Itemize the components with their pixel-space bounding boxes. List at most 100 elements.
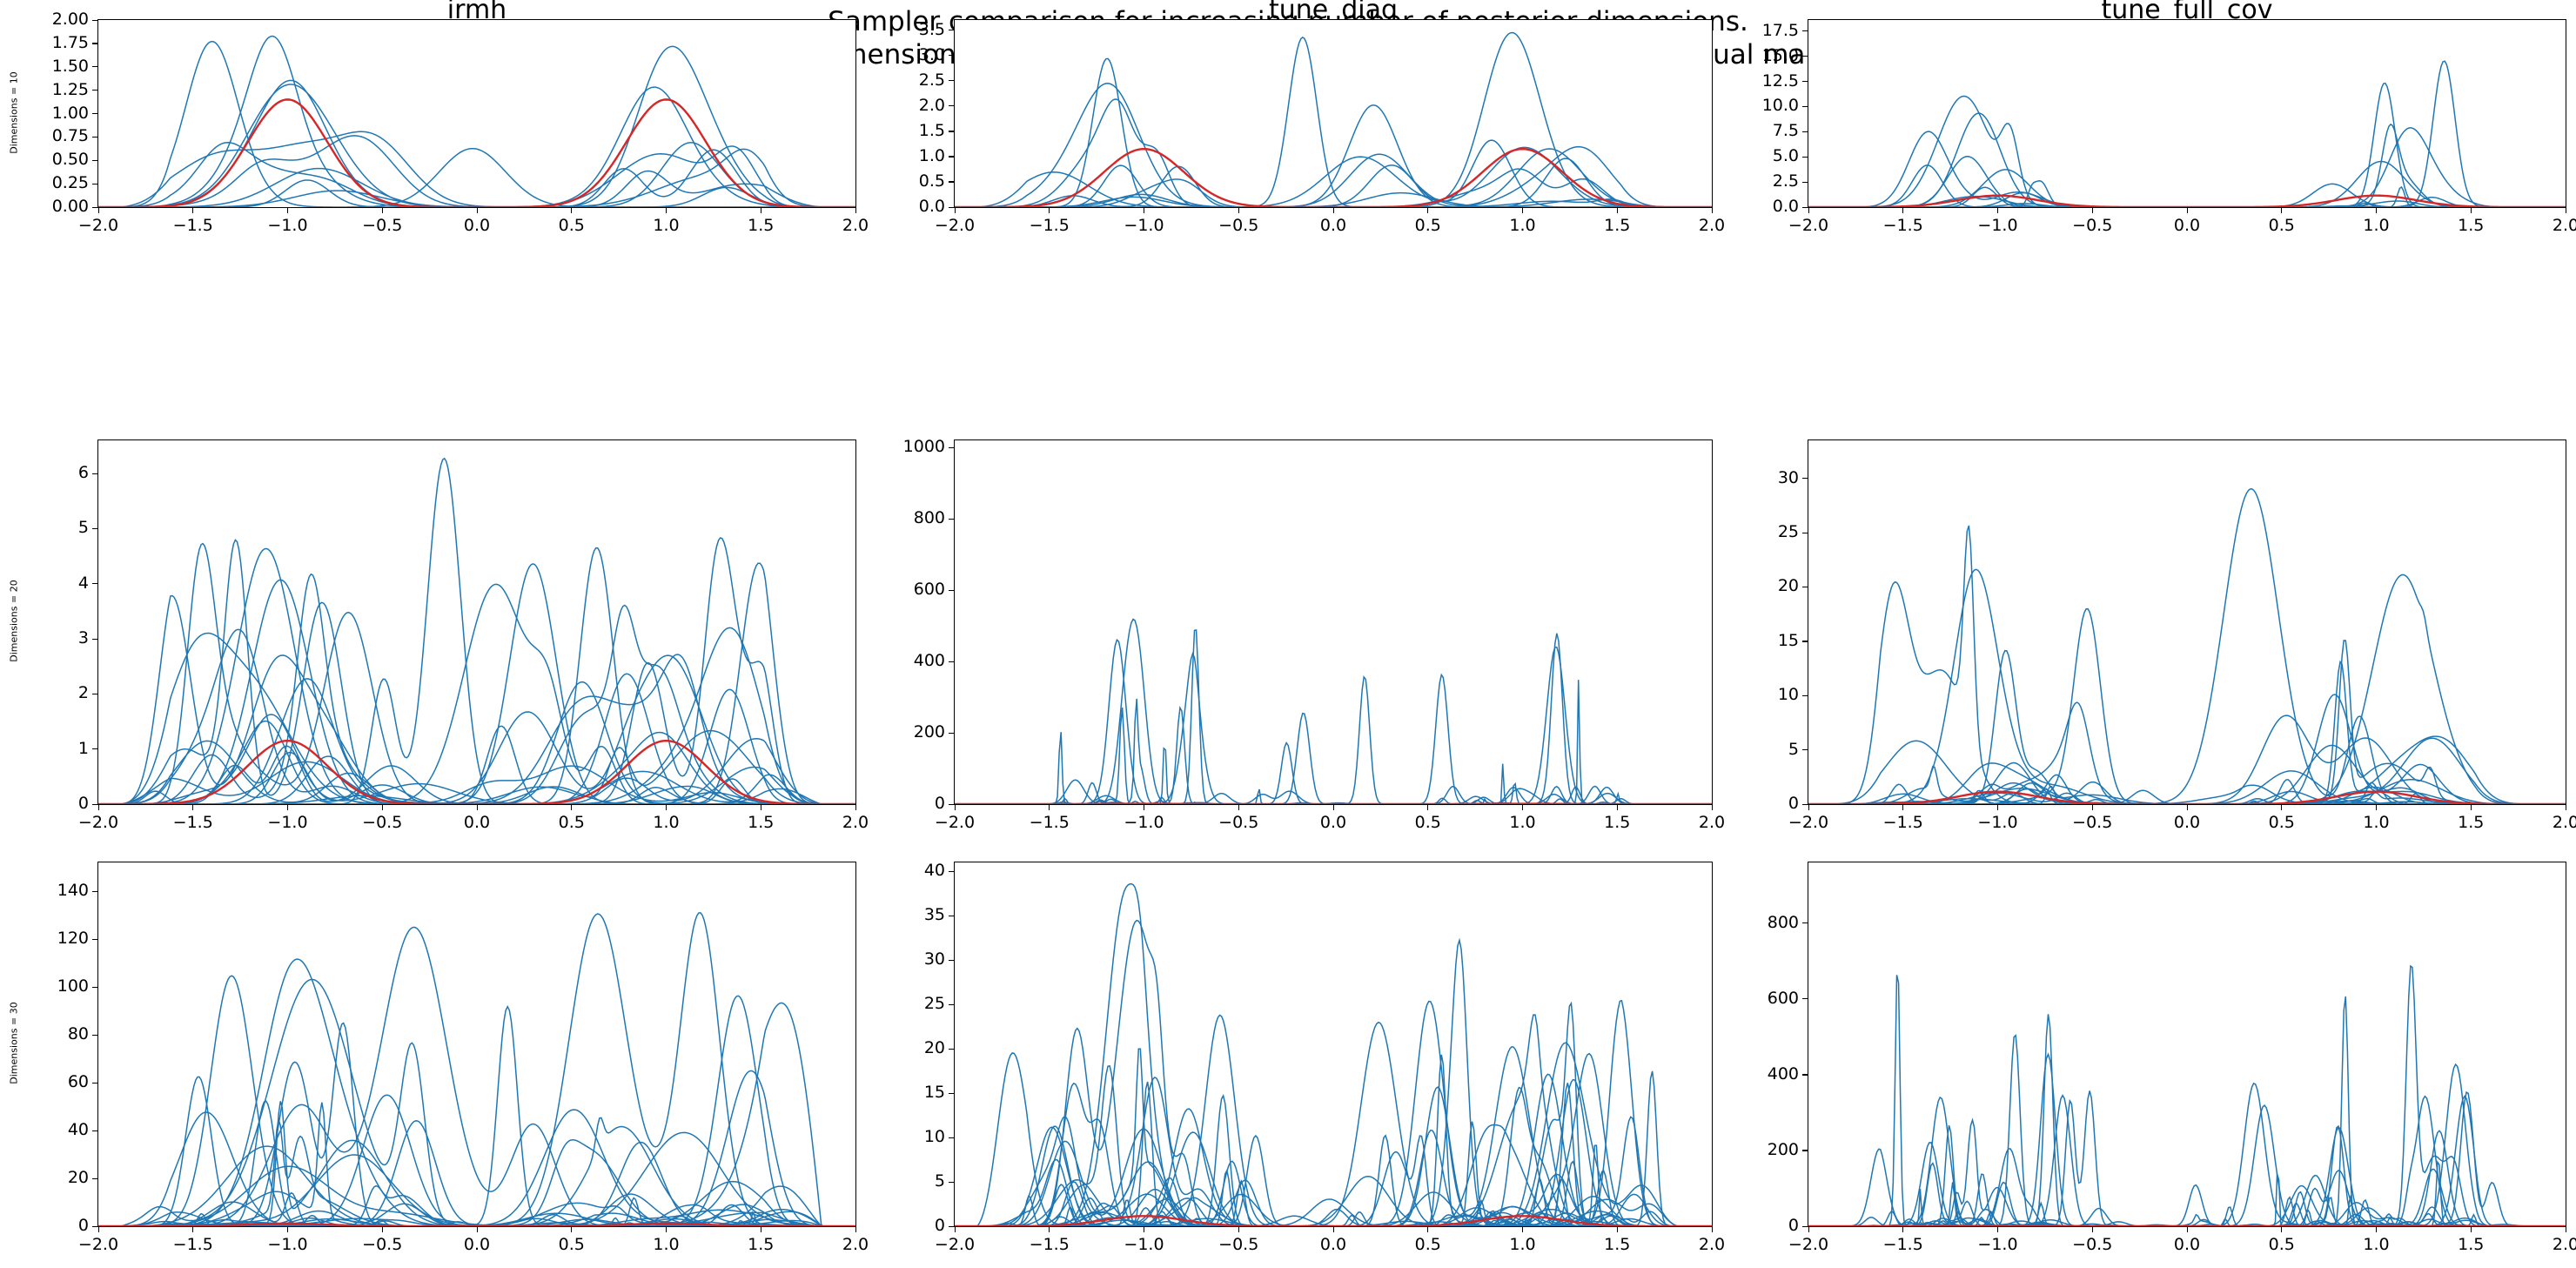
y-tick-label: 10.0 — [1761, 96, 1799, 116]
axes-frame — [954, 439, 1713, 805]
sample-density-curve — [1808, 196, 2566, 207]
x-tick-label: −1.5 — [1029, 813, 1070, 832]
sample-density-curve — [955, 1000, 1712, 1226]
x-tick-label: 1.5 — [1604, 216, 1631, 235]
plot-area — [955, 31, 1712, 207]
x-tick-label: −2.0 — [77, 216, 119, 235]
x-tick-label: 0.0 — [1319, 813, 1347, 832]
sample-density-curve — [955, 1042, 1712, 1226]
sample-density-curve — [98, 40, 855, 207]
y-tick-mark — [92, 1082, 97, 1084]
x-tick-mark — [1332, 208, 1334, 213]
x-tick-mark — [1711, 1227, 1713, 1232]
plot-area — [955, 882, 1712, 1226]
x-tick-label: 0.5 — [1414, 1235, 1441, 1254]
sample-density-curve — [955, 652, 1712, 804]
x-tick-mark — [1902, 805, 1904, 810]
x-tick-label: −2.0 — [934, 1235, 976, 1254]
y-tick-label: 200 — [913, 722, 945, 742]
y-tick-mark — [949, 1137, 954, 1138]
sample-density-curve — [98, 562, 855, 804]
x-tick-label: −0.5 — [2072, 216, 2113, 235]
x-tick-label: −1.0 — [1124, 813, 1164, 832]
x-tick-mark — [1238, 1227, 1239, 1232]
y-tick-label: 15 — [1777, 630, 1799, 650]
y-tick-label: 800 — [1767, 912, 1799, 932]
x-tick-mark — [1616, 805, 1618, 810]
y-tick-label: 0.0 — [1772, 197, 1799, 216]
x-tick-mark — [2091, 208, 2093, 213]
sample-density-curve — [1808, 156, 2566, 207]
y-tick-label: 0 — [77, 1216, 89, 1235]
y-tick-mark — [949, 803, 954, 805]
y-tick-mark — [1802, 998, 1808, 1000]
sample-density-curve — [1808, 1148, 2566, 1226]
y-tick-mark — [949, 1048, 954, 1050]
x-tick-label: −1.5 — [1882, 813, 1923, 832]
marginal-distribution-curve — [98, 98, 855, 207]
y-tick-mark — [92, 66, 97, 68]
x-tick-label: 1.5 — [2458, 216, 2485, 235]
y-tick-mark — [949, 55, 954, 57]
marginal-distribution-curve — [98, 1222, 855, 1226]
y-tick-mark — [92, 527, 97, 530]
y-tick-label: 3.5 — [918, 19, 945, 39]
marginal-distribution-curve — [955, 147, 1712, 207]
sample-density-curve — [98, 542, 855, 804]
y-tick-mark — [92, 113, 97, 115]
sample-density-curve — [98, 1102, 855, 1226]
y-tick-label: 35 — [923, 905, 945, 925]
y-tick-mark — [1802, 749, 1808, 751]
x-tick-label: 0.5 — [2268, 216, 2295, 235]
y-tick-label: 1.0 — [918, 145, 945, 165]
y-tick-mark — [949, 870, 954, 872]
y-tick-label: 1.5 — [918, 120, 945, 140]
sample-density-curve — [1808, 1082, 2566, 1226]
x-tick-mark — [97, 805, 99, 810]
x-tick-mark — [287, 805, 289, 810]
x-tick-mark — [855, 1227, 856, 1232]
x-tick-mark — [1997, 208, 1999, 213]
sample-density-curve — [98, 142, 855, 207]
y-tick-mark — [92, 638, 97, 640]
y-tick-label: 10 — [923, 1127, 945, 1147]
sample-density-curves — [955, 618, 1712, 804]
x-tick-mark — [1427, 805, 1429, 810]
sample-density-curves — [1808, 488, 2566, 804]
x-tick-label: −2.0 — [1788, 216, 1829, 235]
sample-density-curve — [98, 978, 855, 1226]
sample-density-curve — [955, 618, 1712, 804]
sample-density-curve — [98, 135, 855, 207]
x-tick-mark — [2186, 805, 2188, 810]
x-tick-mark — [1808, 1227, 1809, 1232]
sample-density-curves — [955, 31, 1712, 207]
sample-density-curves — [98, 35, 855, 207]
y-tick-mark — [92, 1177, 97, 1179]
y-tick-label: 5 — [77, 518, 89, 538]
sample-density-curve — [1808, 488, 2566, 804]
y-tick-label: 5 — [934, 1171, 945, 1191]
y-tick-mark — [949, 959, 954, 961]
y-tick-mark — [1802, 30, 1808, 32]
x-tick-mark — [1427, 208, 1429, 213]
x-tick-label: −1.0 — [267, 1235, 308, 1254]
x-tick-label: −1.5 — [1029, 216, 1070, 235]
sample-density-curve — [1808, 525, 2566, 804]
x-tick-label: 2.0 — [2552, 216, 2576, 235]
sample-density-curve — [98, 573, 855, 804]
x-tick-mark — [2376, 805, 2378, 810]
y-tick-label: 3.0 — [918, 44, 945, 64]
sample-density-curve — [1808, 131, 2566, 207]
x-tick-label: 1.0 — [2363, 216, 2390, 235]
sample-density-curve — [98, 926, 855, 1226]
y-tick-mark — [92, 583, 97, 585]
sample-density-curve — [98, 761, 855, 804]
y-tick-label: 400 — [913, 651, 945, 671]
sample-density-curve — [1808, 568, 2566, 804]
x-tick-label: 0.0 — [1319, 216, 1347, 235]
x-tick-label: 0.5 — [558, 1235, 585, 1254]
x-tick-mark — [666, 1227, 667, 1232]
sample-density-curve — [98, 537, 855, 804]
axes-frame — [97, 439, 856, 805]
